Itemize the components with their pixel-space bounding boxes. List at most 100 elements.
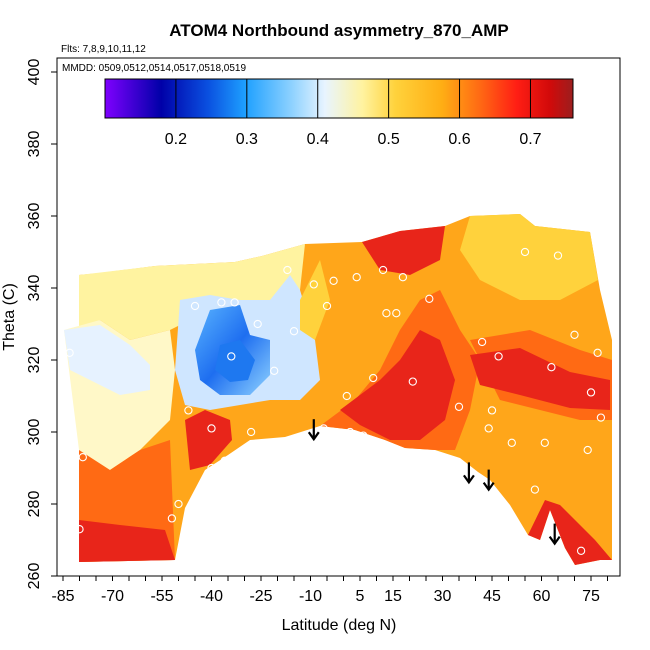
heatmap-region	[185, 410, 232, 470]
sample-point	[477, 337, 487, 347]
x-tick-label: -40	[200, 588, 223, 605]
sample-point	[207, 424, 216, 433]
sample-point	[220, 456, 229, 465]
colorbar	[104, 78, 574, 119]
sample-point	[596, 413, 606, 422]
sample-point	[227, 352, 236, 361]
chart-title: ATOM4 Northbound asymmetry_870_AMP	[169, 21, 508, 40]
sample-points	[65, 247, 606, 555]
y-axis-label: Theta (C)	[1, 283, 18, 351]
sample-point	[398, 273, 408, 282]
sample-point	[342, 391, 351, 401]
sample-point	[184, 406, 193, 415]
sample-point	[345, 427, 355, 437]
heatmap-region	[300, 260, 330, 340]
heatmap-region	[64, 325, 150, 395]
sample-point	[494, 352, 503, 361]
sample-point	[454, 402, 464, 411]
sample-point	[322, 301, 332, 311]
sample-point	[65, 348, 74, 357]
y-tick-label: 340	[26, 275, 43, 302]
sample-point	[487, 406, 497, 415]
heatmap-region	[362, 226, 445, 275]
y-tick-label: 360	[26, 203, 43, 230]
colorbar-ticks: 0.2 0.3 0.4 0.5 0.6 0.7	[165, 79, 542, 148]
sample-point	[586, 388, 596, 397]
sample-point	[530, 485, 540, 494]
sample-point	[365, 438, 375, 447]
sample-point	[583, 445, 592, 455]
sample-point	[540, 438, 549, 447]
sample-point	[352, 273, 361, 282]
colorbar-tick-label: 0.3	[236, 131, 258, 148]
heatmap-region	[79, 520, 175, 562]
colorbar-tick-label: 0.6	[448, 131, 470, 148]
sample-point	[319, 424, 328, 433]
sample-point	[266, 438, 276, 447]
y-tick-label: 280	[26, 491, 43, 518]
x-tick-label: 75	[582, 588, 600, 605]
sample-point	[484, 424, 493, 433]
sample-point	[553, 251, 563, 260]
sample-point	[408, 377, 417, 386]
sample-point	[378, 265, 388, 275]
heatmap-region	[470, 348, 610, 410]
x-axis: -85 -70 -55 -40 -25 -10 5 15 30 45 60 75	[51, 575, 608, 605]
sample-point	[359, 431, 368, 440]
arrow-marker	[548, 523, 561, 546]
flights-label: Flts: 7,8,9,10,11,12	[61, 44, 146, 55]
heatmap-region	[528, 500, 612, 565]
arrow-marker	[463, 462, 475, 485]
y-axis: 260 280 300 320 340 360 380 400	[26, 59, 58, 590]
sample-point	[190, 301, 200, 311]
sample-point	[75, 525, 84, 534]
arrow-marker	[307, 419, 320, 442]
x-tick-label: -55	[150, 588, 173, 605]
dates-label: MMDD: 0509,0512,0514,0517,0518,0519	[62, 63, 246, 74]
x-tick-label: 30	[434, 588, 452, 605]
sample-point	[270, 366, 279, 375]
arrow-marker	[482, 469, 495, 492]
x-tick-label: -10	[299, 588, 322, 605]
y-tick-label: 400	[26, 59, 43, 86]
heatmap-region	[460, 214, 598, 300]
sample-point	[382, 309, 391, 318]
sample-point	[392, 309, 401, 318]
sample-point	[289, 327, 299, 336]
sample-point	[576, 546, 586, 555]
x-tick-label: -70	[101, 588, 124, 605]
heatmap-field	[64, 214, 612, 565]
y-tick-label: 260	[26, 563, 43, 590]
sample-point	[217, 298, 226, 307]
y-tick-label: 320	[26, 347, 43, 374]
sample-point	[78, 453, 87, 462]
colorbar-tick-label: 0.4	[307, 131, 329, 148]
sample-point	[167, 514, 177, 523]
x-tick-label: 60	[533, 588, 551, 605]
x-axis-label: Latitude (deg N)	[282, 617, 397, 634]
sample-point	[369, 373, 378, 383]
x-tick-label: -85	[51, 588, 74, 605]
sample-point	[392, 445, 401, 455]
y-tick-label: 300	[26, 419, 43, 446]
sample-point	[425, 294, 434, 303]
y-tick-label: 380	[26, 131, 43, 158]
sample-point	[283, 265, 292, 275]
x-tick-label: -25	[249, 588, 272, 605]
heatmap-region	[340, 330, 455, 440]
sample-point	[253, 319, 262, 329]
heatmap-region	[215, 340, 255, 382]
x-tick-label: 45	[483, 588, 501, 605]
colorbar-tick-label: 0.7	[519, 131, 541, 148]
sample-point	[408, 449, 417, 458]
sample-point	[309, 280, 318, 289]
x-tick-label: 5	[356, 588, 365, 605]
sample-point	[593, 348, 602, 357]
heatmap-region	[79, 244, 305, 340]
colorbar-tick-label: 0.2	[165, 131, 187, 148]
sample-point	[207, 463, 216, 473]
sample-point	[246, 427, 256, 437]
colorbar-tick-label: 0.5	[378, 131, 400, 148]
sample-point	[174, 499, 183, 509]
